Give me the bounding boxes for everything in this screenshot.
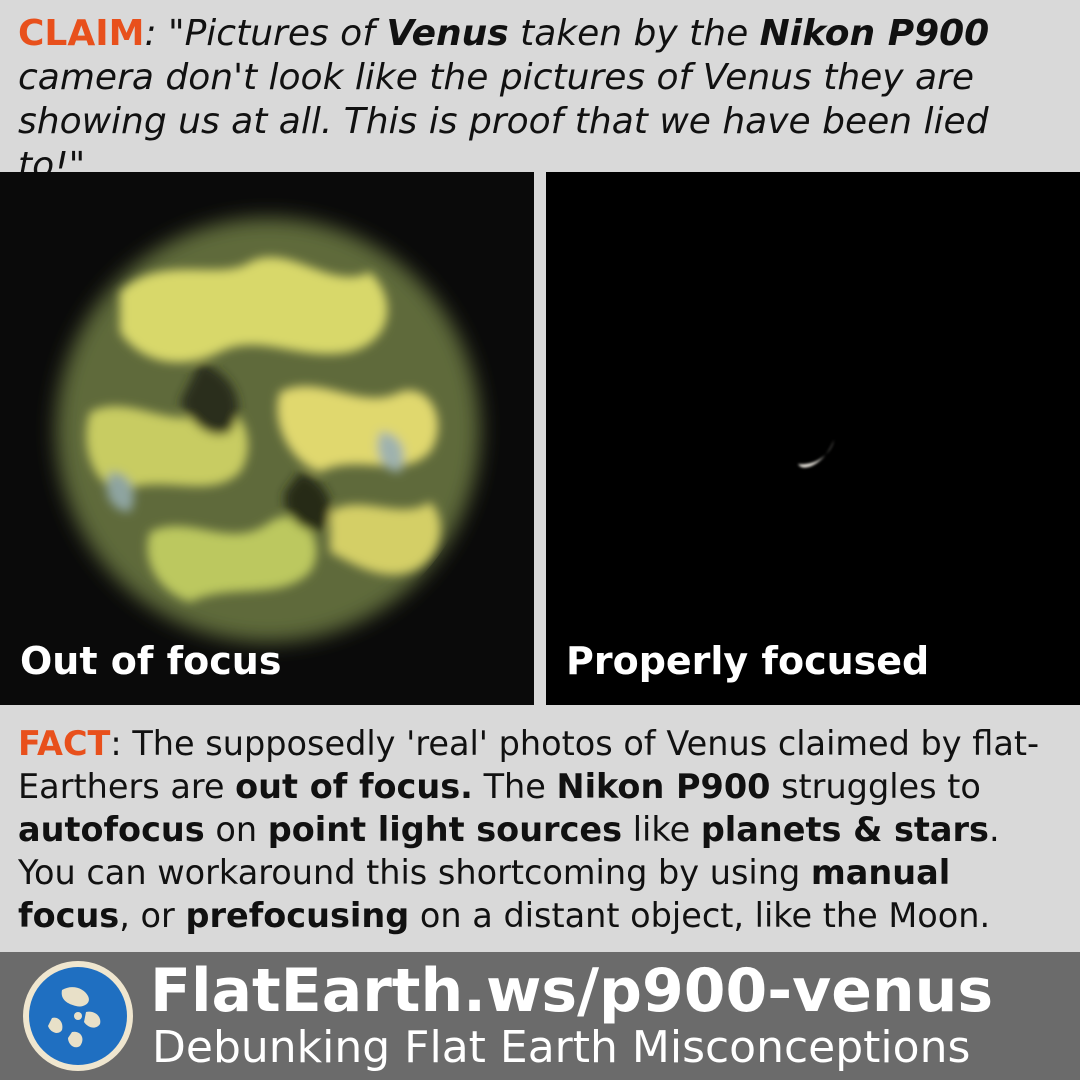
fact-bold-4: point light sources	[267, 810, 623, 849]
fact-bold-6: manual focus	[18, 853, 951, 935]
fact-part-6: . You can workaround this shortcoming by…	[18, 810, 1000, 892]
claim-text: CLAIM: "Pictures of Venus taken by the N…	[0, 0, 1080, 186]
claim-camera: Nikon P900	[759, 13, 990, 54]
properly-focused-photo: Properly focused	[546, 172, 1080, 705]
out-of-focus-caption: Out of focus	[20, 639, 282, 683]
claim-colon: :	[144, 13, 157, 54]
site-url: FlatEarth.ws/p900-venus	[150, 956, 994, 1026]
fact-bold-1: out of focus.	[235, 767, 473, 806]
blurry-venus-image	[56, 218, 480, 642]
fact-bold-7: prefocusing	[185, 896, 410, 935]
claim-part-1: "Pictures of	[156, 13, 387, 54]
site-tagline: Debunking Flat Earth Misconceptions	[152, 1022, 971, 1073]
out-of-focus-photo: Out of focus	[0, 172, 534, 705]
fact-text: FACT: The supposedly 'real' photos of Ve…	[0, 712, 1080, 944]
fact-bold-2: Nikon P900	[556, 767, 771, 806]
fact-part-7: , or	[119, 896, 186, 935]
claim-tag: CLAIM	[18, 13, 145, 54]
fact-part-8: on a distant object, like the Moon.	[409, 896, 991, 935]
fact-part-4: on	[204, 810, 268, 849]
fact-bold-3: autofocus	[18, 810, 205, 849]
footer-banner: FlatEarth.ws/p900-venus Debunking Flat E…	[0, 952, 1080, 1080]
fact-bold-5: planets & stars	[700, 810, 989, 849]
claim-part-2: taken by the	[508, 13, 760, 54]
fact-part-3: struggles to	[770, 767, 981, 806]
fact-part-2: The	[472, 767, 557, 806]
claim-venus: Venus	[386, 13, 509, 54]
fact-part-1: : The supposedly 'real' photos of Venus …	[18, 724, 1040, 806]
fact-tag: FACT	[18, 724, 111, 763]
flat-earth-globe-icon	[23, 961, 133, 1071]
fact-part-5: like	[622, 810, 701, 849]
claim-part-3: camera don't look like the pictures of V…	[18, 57, 989, 186]
venus-crescent-image	[798, 440, 834, 468]
properly-focused-caption: Properly focused	[566, 639, 930, 683]
